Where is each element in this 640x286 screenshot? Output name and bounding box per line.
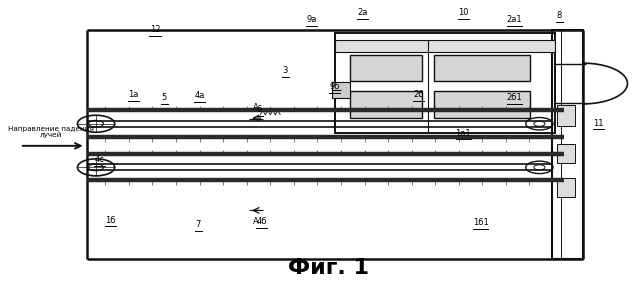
Text: 1б: 1б [105, 216, 116, 225]
Text: 2б: 2б [413, 90, 424, 99]
Text: 6: 6 [257, 105, 262, 114]
Bar [434, 55, 530, 81]
Text: 12: 12 [150, 25, 160, 34]
Text: 1а: 1а [128, 90, 138, 99]
Bar [557, 144, 575, 163]
Text: 9б: 9б [330, 82, 340, 91]
Bar [557, 178, 575, 197]
Text: 5: 5 [162, 93, 167, 102]
Text: 8: 8 [557, 11, 562, 20]
Bar [434, 92, 530, 118]
Text: 4а: 4а [195, 91, 205, 100]
Text: 4б: 4б [257, 217, 267, 226]
Bar [335, 33, 555, 133]
Bar [335, 40, 555, 52]
Text: Направление падения: Направление падения [8, 126, 93, 132]
Bar [350, 92, 422, 118]
Text: А: А [253, 103, 259, 112]
Bar [350, 55, 422, 81]
Bar [332, 82, 350, 98]
Text: 11: 11 [593, 119, 604, 128]
Text: 2а1: 2а1 [507, 15, 522, 24]
Text: 10: 10 [458, 8, 469, 17]
Text: 9а: 9а [307, 15, 317, 24]
Text: 4с: 4с [94, 155, 104, 164]
Bar [557, 105, 575, 126]
Text: Фиг. 1: Фиг. 1 [288, 258, 369, 278]
Text: 2б1: 2б1 [507, 93, 522, 102]
Text: А: А [253, 217, 259, 226]
Text: лучей: лучей [40, 131, 62, 138]
Text: 7: 7 [196, 220, 201, 229]
Text: 1б1: 1б1 [472, 219, 488, 227]
Text: 1а1: 1а1 [455, 129, 471, 138]
Bar [552, 30, 583, 259]
Text: 3: 3 [282, 66, 288, 75]
Text: 2а: 2а [358, 8, 368, 17]
